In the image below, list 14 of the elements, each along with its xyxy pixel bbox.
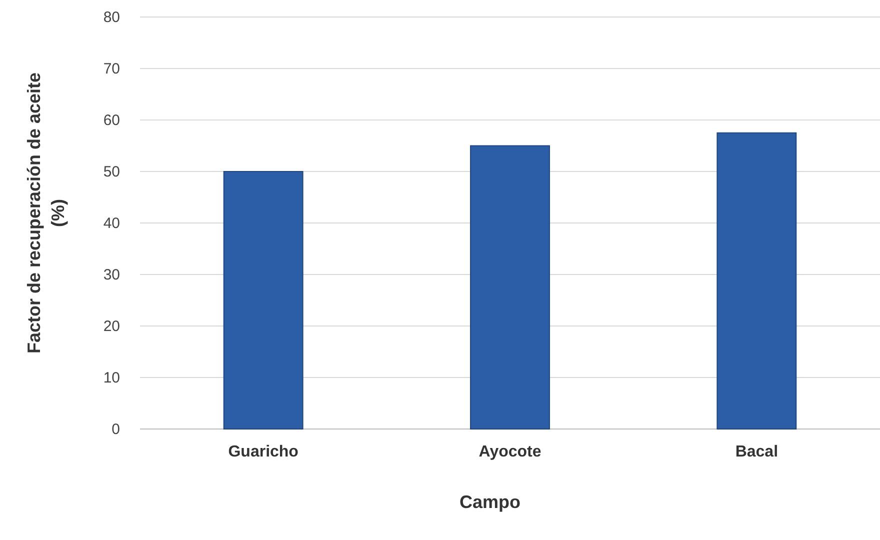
y-tick-label: 80 bbox=[103, 8, 120, 26]
y-axis-title: Factor de recuperación de aceite (%) bbox=[24, 72, 68, 354]
x-tick-label: Guaricho bbox=[228, 443, 299, 460]
y-tick-label: 10 bbox=[103, 369, 120, 386]
x-axis-title: Campo bbox=[459, 492, 521, 512]
y-tick-label: 60 bbox=[103, 112, 120, 129]
x-tick-label: Ayocote bbox=[478, 443, 542, 460]
y-tick-label: 70 bbox=[103, 60, 120, 78]
y-tick-label: 40 bbox=[103, 214, 120, 232]
x-tick-label: Bacal bbox=[735, 443, 778, 460]
y-tick-label: 0 bbox=[112, 420, 120, 438]
y-tick-label: 50 bbox=[103, 163, 120, 180]
y-tick-label: 20 bbox=[103, 318, 120, 335]
y-tick-label: 30 bbox=[103, 266, 120, 284]
